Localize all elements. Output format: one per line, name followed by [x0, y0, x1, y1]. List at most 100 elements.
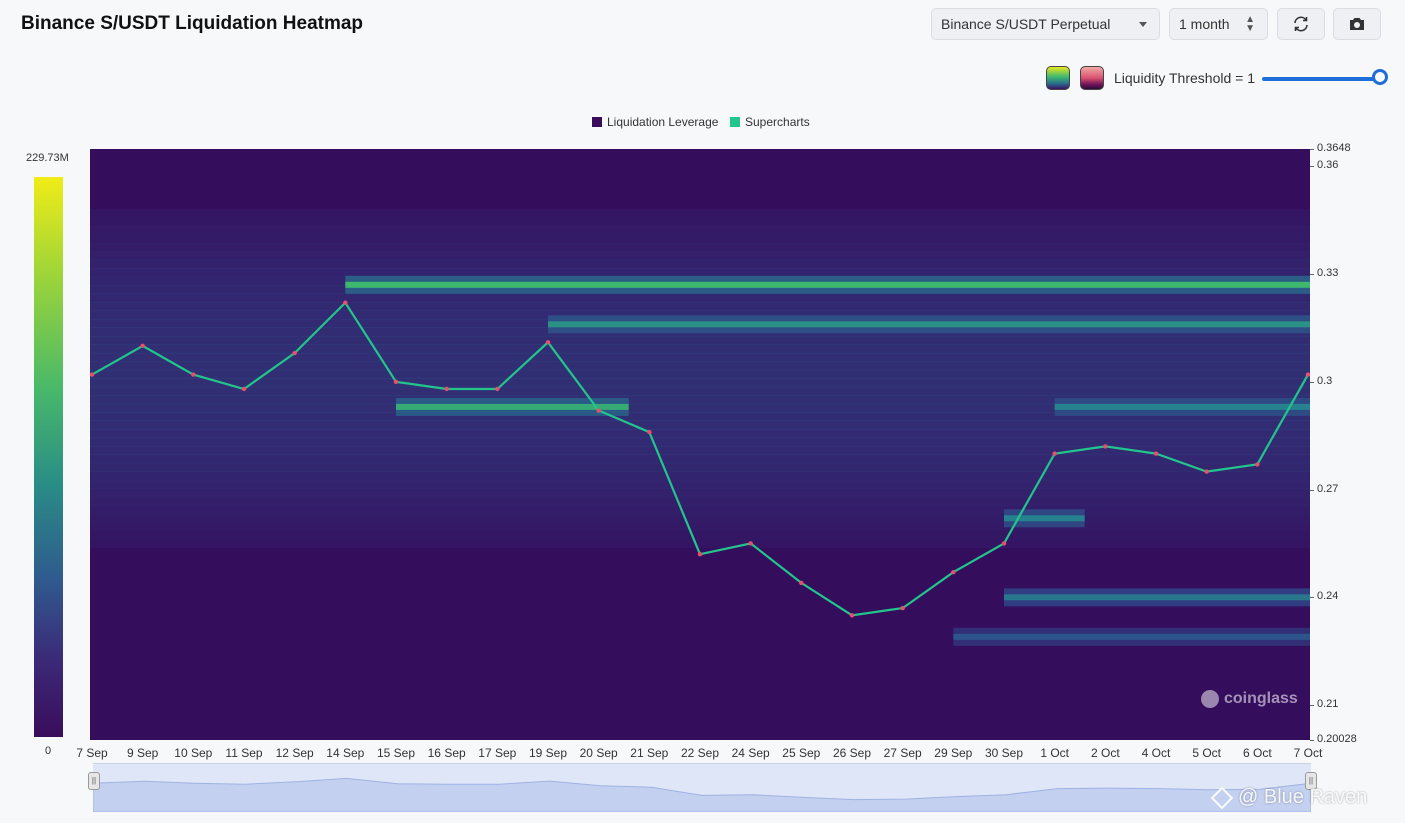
liquidity-haze-row — [90, 522, 1310, 532]
liquidity-haze-row — [90, 369, 1310, 379]
colorbar-min-label: 0 — [45, 745, 52, 757]
price-point — [191, 372, 196, 377]
threshold-slider-handle[interactable] — [1372, 69, 1388, 85]
liquidity-haze-row — [90, 539, 1310, 548]
price-point — [292, 350, 297, 356]
x-tick-label: 16 Sep — [427, 746, 466, 760]
pair-select-value: Binance S/USDT Perpetual — [941, 16, 1111, 32]
x-tick-label: 17 Sep — [478, 746, 517, 760]
x-tick-label: 21 Sep — [630, 746, 669, 760]
navigator-left-handle[interactable]: || — [88, 772, 100, 790]
liquidity-haze-row — [90, 361, 1310, 371]
liquidity-haze-row — [90, 344, 1310, 354]
coinglass-logo-icon — [1201, 690, 1219, 708]
liquidity-band — [1054, 403, 1310, 410]
liquidity-haze-row — [90, 234, 1310, 244]
x-tick-label: 11 Sep — [225, 746, 263, 760]
price-point — [140, 343, 145, 349]
liquidity-haze-row — [90, 378, 1310, 388]
price-point — [951, 569, 956, 575]
legend-label: Supercharts — [745, 115, 810, 129]
colorbar — [34, 177, 63, 737]
range-navigator[interactable] — [92, 763, 1312, 813]
liquidity-haze-row — [90, 445, 1310, 455]
price-point — [647, 429, 652, 435]
liquidity-band — [1004, 515, 1085, 522]
x-tick-label: 14 Sep — [326, 746, 365, 760]
range-select-value: 1 month — [1179, 16, 1230, 32]
liquidity-haze-row — [90, 454, 1310, 464]
x-tick-label: 15 Sep — [376, 746, 416, 760]
liquidity-haze-row — [90, 293, 1310, 303]
credit-watermark-text: @ Blue Raven — [1238, 786, 1368, 808]
liquidity-haze-row — [90, 225, 1310, 235]
liquidity-haze-row — [90, 462, 1310, 472]
colorbar-max-label: 229.73M — [26, 152, 69, 164]
price-point — [799, 580, 804, 586]
red-palette-swatch[interactable] — [1080, 66, 1104, 90]
navigator-right-handle[interactable]: || — [1305, 772, 1317, 790]
liquidity-haze-row — [90, 479, 1310, 489]
price-point — [697, 552, 703, 557]
green-palette-swatch[interactable] — [1046, 66, 1070, 90]
liquidity-haze-row — [90, 429, 1310, 438]
x-tick-label: 29 Sep — [934, 746, 973, 760]
legend-item-supercharts[interactable]: Supercharts — [730, 115, 810, 129]
liquidity-haze-row — [90, 242, 1310, 252]
y-tick-mark — [1310, 274, 1314, 275]
credit-watermark: @ Blue Raven — [1210, 786, 1368, 809]
screenshot-button[interactable] — [1333, 8, 1381, 40]
camera-icon — [1350, 18, 1364, 30]
refresh-icon — [1294, 16, 1308, 32]
x-tick-label: 4 Oct — [1141, 746, 1171, 760]
legend-swatch — [592, 117, 602, 127]
liquidity-haze-row — [90, 412, 1310, 422]
liquidity-band — [953, 633, 1310, 640]
price-point — [1103, 444, 1108, 449]
liquidity-haze-row — [90, 386, 1310, 396]
price-point — [1153, 451, 1159, 456]
range-select[interactable]: 1 month ▲ ▼ — [1169, 8, 1268, 40]
reload-button[interactable] — [1277, 8, 1325, 40]
legend-item-liquidation[interactable]: Liquidation Leverage — [592, 115, 718, 129]
y-tick-mark — [1310, 149, 1314, 150]
liquidity-haze-row — [90, 437, 1310, 447]
price-point — [748, 541, 753, 546]
liquidity-haze-row — [90, 505, 1310, 515]
x-tick-label: 2 Oct — [1090, 746, 1120, 760]
threshold-slider[interactable] — [1262, 77, 1382, 81]
liquidity-haze-row — [90, 209, 1310, 218]
y-tick-label: 0.36 — [1317, 159, 1339, 172]
x-tick-label: 5 Oct — [1192, 746, 1221, 760]
y-tick-label: 0.24 — [1317, 590, 1339, 603]
y-tick-label: 0.3 — [1317, 374, 1333, 387]
x-tick-label: 25 Sep — [782, 746, 821, 760]
x-tick-label: 1 Oct — [1040, 746, 1069, 760]
y-tick-mark — [1310, 489, 1314, 491]
liquidity-band — [548, 321, 1310, 328]
liquidity-haze-row — [90, 251, 1310, 261]
price-point — [89, 372, 95, 377]
y-tick-label: 0.3648 — [1317, 142, 1351, 154]
liquidity-haze-row — [90, 496, 1310, 506]
liquidity-haze-row — [90, 488, 1310, 498]
price-point — [545, 340, 551, 345]
x-tick-label: 10 Sep — [174, 746, 213, 760]
price-point — [444, 386, 449, 392]
pair-select[interactable]: Binance S/USDT Perpetual — [931, 8, 1160, 40]
x-tick-label: 6 Oct — [1242, 746, 1272, 760]
coinglass-watermark-text: coinglass — [1224, 690, 1298, 707]
price-point — [495, 386, 500, 392]
price-point — [1255, 462, 1260, 467]
liquidity-haze-row — [90, 530, 1310, 540]
x-tick-label: 19 Sep — [528, 746, 568, 760]
liquidity-haze-row — [90, 395, 1310, 405]
price-point — [1204, 469, 1209, 474]
x-tick-label: 24 Sep — [731, 746, 770, 760]
page-title: Binance S/USDT Liquidation Heatmap — [21, 13, 364, 34]
heatmap-area[interactable] — [89, 149, 1311, 740]
x-tick-label: 20 Sep — [579, 746, 618, 760]
navigator-area — [92, 777, 1312, 813]
x-tick-label: 12 Sep — [275, 746, 314, 760]
y-tick-mark — [1310, 705, 1314, 707]
